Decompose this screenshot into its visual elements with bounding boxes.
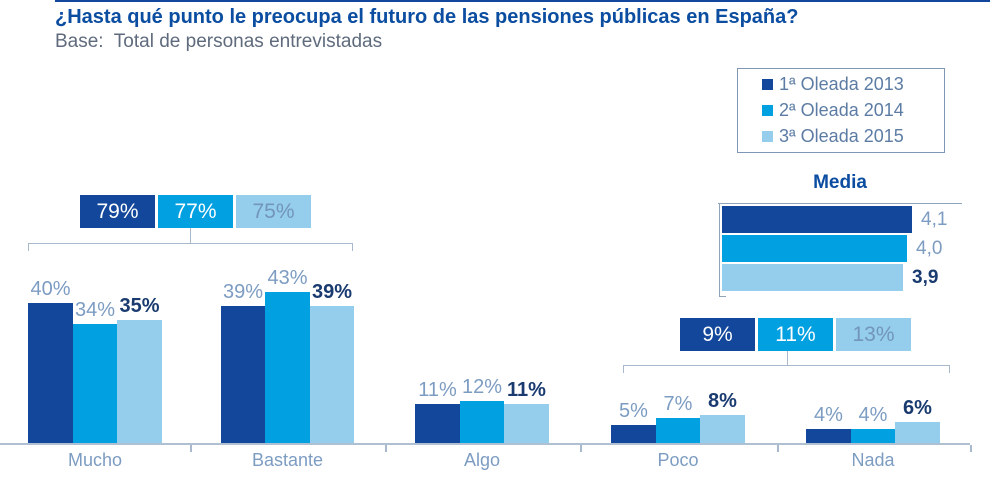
value-label-nada-wave2: 4%	[858, 404, 888, 426]
category-label-bastante: Bastante	[251, 450, 324, 470]
value-label-mucho-wave3: 35%	[119, 295, 160, 317]
media-bar-wave3	[722, 264, 903, 291]
legend-swatch-wave1-icon	[762, 78, 773, 90]
summary-box-poco-nada-wave3: 13%	[836, 318, 911, 351]
bar-nada-wave2	[851, 429, 895, 443]
summary-box-poco-nada-wave1: 9%	[680, 318, 755, 351]
legend-label-wave1: 1ª Oleada 2013	[779, 73, 904, 94]
value-label-bastante-wave3: 39%	[311, 281, 353, 303]
x-axis-tick-5	[970, 445, 972, 452]
bar-algo-wave1	[415, 404, 460, 443]
summary-connector-2	[787, 351, 788, 365]
summary-box-poco-nada-wave2: 11%	[758, 318, 833, 351]
bar-bastante-wave2	[265, 292, 310, 443]
value-label-poco-wave3: 8%	[708, 390, 737, 412]
legend-swatch-wave2-icon	[762, 104, 773, 116]
summary-bracket-2	[623, 365, 950, 373]
base-note: Base: Total de personas entrevistadas	[55, 31, 383, 52]
summary-box-mucho-bastante-wave3: 75%	[236, 195, 311, 228]
legend-swatch-wave3-icon	[762, 131, 773, 143]
bar-poco-wave3	[700, 415, 745, 443]
legend-item-wave2: 2ª Oleada 2014	[762, 100, 944, 121]
bar-mucho-wave1	[28, 303, 73, 443]
value-label-mucho-wave2: 34%	[74, 299, 116, 321]
bar-bastante-wave1	[221, 306, 265, 443]
bar-nada-wave3	[895, 422, 940, 443]
media-top-line	[718, 203, 962, 204]
summary-bracket-1	[28, 243, 353, 251]
media-section-title: Media	[813, 172, 867, 193]
x-axis-tick-1	[190, 445, 192, 452]
value-label-bastante-wave2: 43%	[267, 267, 308, 289]
legend-label-wave3: 3ª Oleada 2015	[779, 126, 904, 147]
media-bar-wave1	[722, 206, 912, 233]
media-value-wave2: 4,0	[916, 237, 943, 259]
media-bar-wave2	[722, 235, 907, 262]
value-label-poco-wave2: 7%	[663, 393, 693, 415]
bar-mucho-wave2	[73, 324, 117, 443]
category-label-algo: Algo	[463, 450, 501, 470]
summary-connector-1	[190, 228, 191, 243]
x-axis-tick-4	[777, 445, 779, 452]
legend-item-wave3: 3ª Oleada 2015	[762, 126, 944, 147]
value-label-algo-wave1: 11%	[418, 379, 457, 401]
legend-box: 1ª Oleada 2013 2ª Oleada 2014 3ª Oleada …	[737, 68, 945, 153]
value-label-algo-wave3: 11%	[507, 379, 546, 401]
value-label-poco-wave1: 5%	[619, 400, 648, 422]
x-axis-tick-2	[385, 445, 387, 452]
x-axis-line	[0, 443, 970, 445]
category-label-mucho: Mucho	[67, 450, 123, 470]
bar-mucho-wave3	[117, 320, 162, 443]
bar-algo-wave2	[460, 401, 504, 443]
value-label-bastante-wave1: 39%	[222, 281, 264, 303]
bar-nada-wave1	[806, 429, 851, 443]
bar-bastante-wave3	[310, 306, 354, 443]
media-axis-bracket	[719, 203, 726, 297]
bar-algo-wave3	[504, 404, 549, 443]
x-axis-tick-3	[580, 445, 582, 452]
media-value-wave3: 3,9	[912, 266, 939, 288]
media-value-wave1: 4,1	[921, 208, 948, 230]
bar-poco-wave2	[656, 418, 700, 443]
value-label-nada-wave1: 4%	[814, 404, 843, 426]
category-label-poco: Poco	[657, 450, 699, 470]
legend-label-wave2: 2ª Oleada 2014	[779, 99, 904, 120]
value-label-nada-wave3: 6%	[903, 397, 932, 419]
summary-box-mucho-bastante-wave1: 79%	[80, 195, 155, 228]
page-title: ¿Hasta qué punto le preocupa el futuro d…	[55, 6, 799, 28]
value-label-mucho-wave1: 40%	[30, 278, 71, 300]
category-label-nada: Nada	[851, 450, 895, 470]
value-label-algo-wave2: 12%	[461, 376, 503, 398]
bar-poco-wave1	[611, 425, 656, 443]
top-edge-strip	[55, 0, 990, 2]
legend-item-wave1: 1ª Oleada 2013	[762, 74, 944, 95]
summary-box-mucho-bastante-wave2: 77%	[158, 195, 233, 228]
